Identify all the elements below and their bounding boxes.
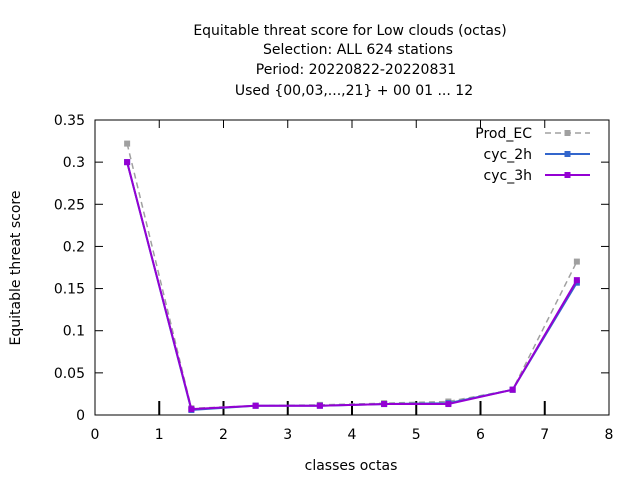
y-tick-label: 0 [76,408,85,424]
y-axis-tick-labels: 0 0.05 0.1 0.15 0.2 0.25 0.3 0.35 [54,113,85,424]
x-tick-label: 4 [348,427,357,443]
legend-marker [564,130,571,136]
chart-title-line-3: Period: 20220822-20220831 [256,62,456,78]
x-axis-label: classes octas [305,458,398,474]
y-tick-label: 0.3 [63,155,85,171]
legend: Prod_EC cyc_2h cyc_3h [475,126,590,184]
data-point [124,159,131,166]
chart-title-line-4: Used {00,03,...,21} + 00 01 ... 12 [235,83,473,99]
chart-title-line-2: Selection: ALL 624 stations [263,42,453,58]
data-point [381,401,388,408]
y-tick-label: 0.25 [54,197,85,213]
data-point [124,140,131,147]
y-tick-label: 0.15 [54,282,85,298]
y-axis-ticks [95,161,609,374]
x-tick-label: 5 [412,427,421,443]
x-tick-label: 3 [283,427,292,443]
series-cyc_3h [124,159,580,413]
legend-label: Prod_EC [475,126,532,142]
series-cyc_2h [124,159,580,413]
y-axis-label: Equitable threat score [8,191,24,346]
chart-title-line-1: Equitable threat score for Low clouds (o… [193,23,506,39]
x-axis-tick-labels: 0 1 2 3 4 5 6 7 8 [91,427,614,443]
data-point [509,386,516,393]
data-point [316,402,323,409]
series-line [126,161,578,411]
y-tick-label: 0.2 [63,239,85,255]
x-tick-label: 1 [155,427,164,443]
series-line [126,161,578,411]
x-tick-label: 2 [219,427,228,443]
legend-marker [564,151,571,157]
x-tick-label: 6 [476,427,485,443]
data-point [573,258,580,265]
data-point [252,402,259,409]
y-tick-label: 0.05 [54,366,85,382]
legend-marker [564,172,571,178]
series-group [124,140,580,413]
chart-title: Equitable threat score for Low clouds (o… [193,23,506,99]
data-point [445,401,452,408]
x-tick-label: 7 [540,427,549,443]
y-tick-label: 0.1 [63,324,85,340]
x-tick-label: 0 [91,427,100,443]
x-axis-ticks [158,120,546,415]
y-tick-label: 0.35 [54,113,85,129]
data-point [573,277,580,284]
legend-label: cyc_2h [484,147,532,163]
data-point [188,406,195,413]
legend-label: cyc_3h [484,168,532,184]
plot-frame [94,119,610,416]
x-tick-label: 8 [605,427,614,443]
